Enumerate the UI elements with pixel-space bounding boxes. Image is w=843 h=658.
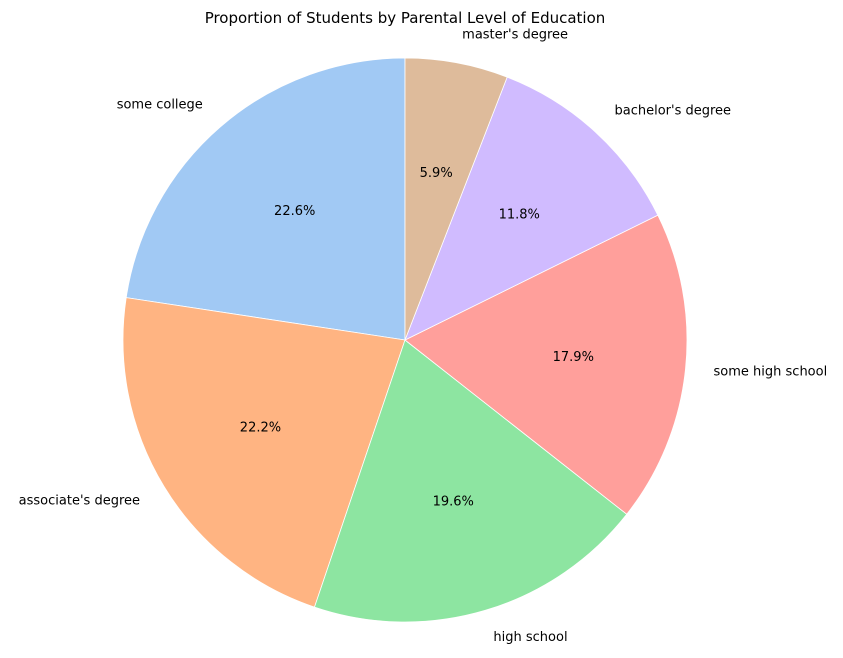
category-label-associate-s-degree: associate's degree bbox=[19, 494, 140, 509]
category-label-some-high-school: some high school bbox=[714, 365, 828, 380]
slice-bachelor-s-degree bbox=[404, 76, 659, 341]
percent-label-bachelor-s-degree: 11.8% bbox=[499, 208, 540, 223]
category-label-some-college: some college bbox=[117, 97, 203, 112]
pie-labels: 22.6% some college 22.2% associate's degree… bbox=[19, 28, 828, 645]
percent-label-high-school: 19.6% bbox=[433, 495, 474, 510]
slice-associate-s-degree bbox=[122, 297, 406, 608]
slice-high-school bbox=[313, 339, 628, 623]
category-label-high-school: high school bbox=[493, 630, 567, 645]
chart-title: Proportion of Students by Parental Level… bbox=[205, 9, 606, 27]
slice-some-high-school bbox=[404, 214, 688, 515]
slice-some-college bbox=[125, 57, 406, 341]
percent-label-master-s-degree: 5.9% bbox=[420, 166, 453, 181]
percent-label-some-high-school: 17.9% bbox=[553, 350, 594, 365]
percent-label-associate-s-degree: 22.2% bbox=[240, 420, 281, 435]
category-label-master-s-degree: master's degree bbox=[462, 28, 568, 43]
percent-label-some-college: 22.6% bbox=[274, 204, 315, 219]
pie-slices bbox=[122, 57, 688, 623]
category-label-bachelor-s-degree: bachelor's degree bbox=[614, 104, 731, 119]
slice-master-s-degree bbox=[404, 57, 508, 341]
